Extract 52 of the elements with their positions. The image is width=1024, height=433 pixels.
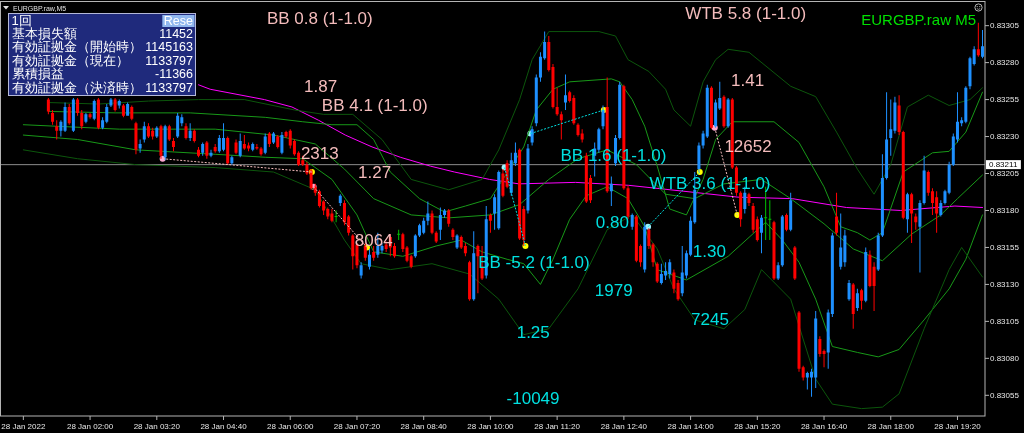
annotation: 11452 <box>159 26 194 41</box>
x-tick-label: 28 Jan 12:40 <box>600 421 648 431</box>
x-tick-label: 28 Jan 08:40 <box>400 421 448 431</box>
y-tick-label: 0.83230 <box>990 132 1020 142</box>
annotation: 1.30 <box>692 242 726 262</box>
x-tick-label: 28 Jan 04:40 <box>200 421 248 431</box>
y-tick-label: 0.83155 <box>990 242 1020 252</box>
y-tick-label: 0.83105 <box>990 316 1020 326</box>
annotation: 1.87 <box>304 76 338 96</box>
annotation: -10049 <box>506 388 560 408</box>
x-tick-label: 28 Jan 10:00 <box>467 421 515 431</box>
annotation: 0.80 <box>595 212 629 232</box>
x-tick-label: 28 Jan 2022 <box>1 421 46 431</box>
y-tick-label: 0.83255 <box>990 95 1020 105</box>
x-tick-label: 28 Jan 07:20 <box>333 421 381 431</box>
x-tick-label: 28 Jan 15:20 <box>734 421 781 431</box>
text: EURGBP.raw M5 <box>861 11 976 28</box>
annotation: 7245 <box>691 309 729 329</box>
annotation: 1.27 <box>358 162 392 182</box>
annotation: BB 0.8 (1-1.0) <box>266 8 373 28</box>
annotation: 1145163 <box>145 40 194 55</box>
annotation: 1979 <box>594 280 633 300</box>
x-tick-label: 28 Jan 03:20 <box>133 421 181 431</box>
annotation: BB 4.1 (1-1.0) <box>321 95 428 115</box>
y-tick-label: 0.83205 <box>990 169 1020 179</box>
x-tick-label: 28 Jan 14:00 <box>667 421 715 431</box>
x-tick-label: 28 Jan 11:20 <box>534 421 581 431</box>
annotation: 累積損益 <box>11 67 64 82</box>
y-tick-label: 0.83280 <box>990 58 1020 68</box>
annotation: WTB 5.8 (1-1.0) <box>685 3 807 23</box>
x-tick-label: 28 Jan 18:00 <box>867 421 915 431</box>
control-button: Rese <box>162 14 195 29</box>
x-tick-label: 28 Jan 16:40 <box>800 421 848 431</box>
y-tick-label: 0.83180 <box>990 205 1020 215</box>
annotation: 1133797 <box>145 53 194 68</box>
x-tick-label: 28 Jan 02:00 <box>66 421 114 431</box>
annotation: 有効証拠金（開始時） <box>11 40 142 55</box>
annotation: 有効証拠金（現在） <box>11 53 129 68</box>
x-tick-label: 28 Jan 06:00 <box>267 421 314 431</box>
x-tick-label: 28 Jan 19:20 <box>934 421 982 431</box>
annotation: 2313 <box>300 143 339 163</box>
y-tick-label: 0.83055 <box>990 390 1020 400</box>
annotation: 1133797 <box>145 80 194 95</box>
y-tick-label: 0.83305 <box>990 21 1020 31</box>
ref-line-label: 0.83211 <box>989 160 1018 170</box>
annotation: 基本損失額 <box>11 26 77 41</box>
y-tick-label: 0.83130 <box>990 279 1020 289</box>
annotation: 有効証拠金（決済時） <box>11 79 142 95</box>
annotation: 1.25 <box>516 322 550 342</box>
annotation: -11366 <box>155 67 194 82</box>
annotation: 1.41 <box>731 70 765 90</box>
y-tick-label: 0.83080 <box>990 353 1020 363</box>
